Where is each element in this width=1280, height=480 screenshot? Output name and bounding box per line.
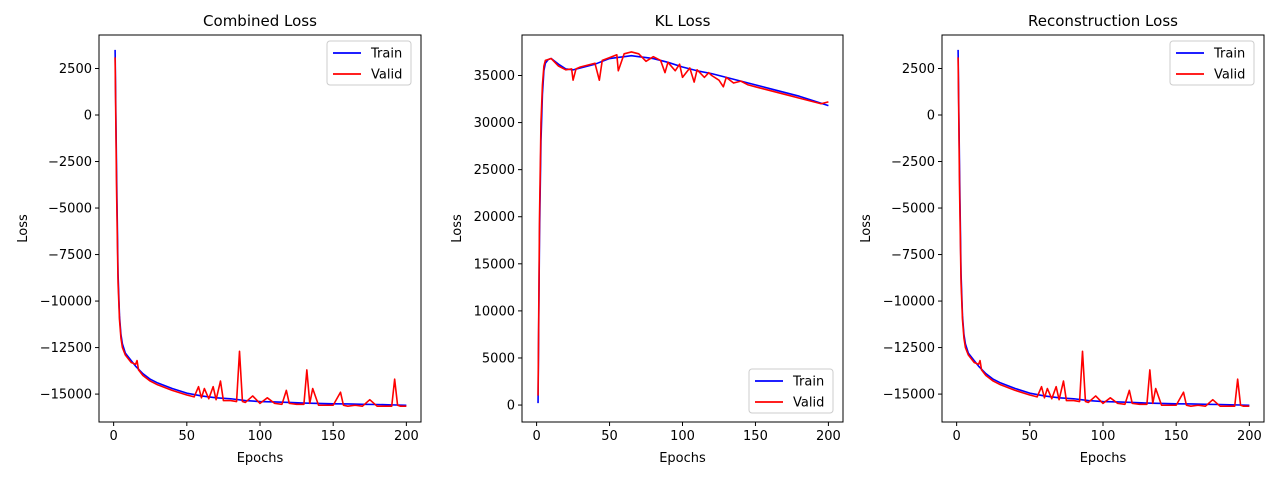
- x-tick-label: 100: [248, 429, 273, 444]
- y-tick-label: −7500: [48, 248, 92, 263]
- axis-ticks: 0 50 100 150 200 2500 0 −2500 −5000 −7500 −10000 −1…: [883, 62, 1262, 444]
- legend-label-train: Train: [370, 47, 402, 62]
- legend-label-train: Train: [792, 375, 824, 390]
- series-line-valid: [537, 51, 829, 396]
- series-line-valid: [114, 57, 407, 407]
- x-axis-label: Epochs: [1080, 451, 1127, 466]
- reconstruction-loss-panel: Reconstruction Loss Epochs Loss 0 50 100 15…: [859, 12, 1265, 466]
- y-tick-label: −5000: [48, 202, 92, 217]
- legend-label-valid: Valid: [371, 68, 402, 83]
- legend-label-valid: Valid: [793, 396, 824, 411]
- kl-loss-panel: KL Loss Epochs Loss 0 50 100 150 200 0 5000 100…: [450, 12, 844, 466]
- x-tick-label: 150: [321, 429, 346, 444]
- y-tick-label: −10000: [40, 295, 92, 310]
- legend: Train Valid: [748, 368, 834, 414]
- y-tick-label: −2500: [891, 155, 935, 170]
- y-tick-label: −12500: [40, 341, 92, 356]
- x-axis-label: Epochs: [659, 451, 706, 466]
- x-tick-label: 50: [601, 429, 618, 444]
- y-tick-label: −15000: [883, 388, 935, 403]
- x-tick-label: 50: [179, 429, 196, 444]
- y-tick-label: 0: [507, 399, 515, 414]
- y-tick-label: 20000: [474, 210, 515, 225]
- y-tick-label: −12500: [883, 341, 935, 356]
- chart-title: KL Loss: [655, 12, 711, 30]
- axis-ticks: 0 50 100 150 200 0 5000 10000 15000 20000 25000 300…: [474, 69, 841, 444]
- x-tick-label: 0: [109, 429, 117, 444]
- series-line-valid: [957, 57, 1250, 407]
- y-tick-label: 25000: [474, 163, 515, 178]
- x-tick-label: 100: [670, 429, 695, 444]
- legend-label-train: Train: [1213, 47, 1245, 62]
- series-lines: [957, 49, 1250, 407]
- y-axis-label: Loss: [16, 214, 31, 243]
- x-tick-label: 100: [1091, 429, 1116, 444]
- axis-ticks: 0 50 100 150 200 2500 0 −2500 −5000 −7500 −10000 −1…: [40, 62, 419, 444]
- combined-loss-panel: Combined Loss Epochs Loss 0 50 100 150 200 25…: [16, 12, 422, 466]
- y-tick-label: 10000: [474, 304, 515, 319]
- y-tick-label: −5000: [891, 202, 935, 217]
- y-tick-label: 0: [84, 109, 92, 124]
- legend: Train Valid: [1169, 40, 1255, 86]
- x-tick-label: 200: [1237, 429, 1262, 444]
- chart-title: Combined Loss: [203, 12, 317, 30]
- legend-label-valid: Valid: [1214, 68, 1245, 83]
- y-tick-label: 15000: [474, 257, 515, 272]
- y-axis-label: Loss: [450, 214, 465, 243]
- y-tick-label: 5000: [482, 351, 515, 366]
- y-tick-label: −10000: [883, 295, 935, 310]
- y-tick-label: −7500: [891, 248, 935, 263]
- y-tick-label: 35000: [474, 69, 515, 84]
- x-tick-label: 150: [1164, 429, 1189, 444]
- y-tick-label: 2500: [59, 62, 92, 77]
- x-axis-label: Epochs: [237, 451, 284, 466]
- legend: Train Valid: [326, 40, 412, 86]
- y-tick-label: 2500: [902, 62, 935, 77]
- x-tick-label: 150: [743, 429, 768, 444]
- y-tick-label: −15000: [40, 388, 92, 403]
- y-tick-label: 0: [927, 109, 935, 124]
- plot-area: [521, 34, 844, 423]
- y-axis-label: Loss: [859, 214, 874, 243]
- y-tick-label: −2500: [48, 155, 92, 170]
- series-lines: [537, 51, 829, 404]
- x-tick-label: 200: [816, 429, 841, 444]
- x-tick-label: 0: [532, 429, 540, 444]
- series-line-train: [537, 54, 829, 404]
- y-tick-label: 30000: [474, 116, 515, 131]
- series-lines: [114, 49, 407, 407]
- plot-area: [98, 34, 422, 423]
- chart-title: Reconstruction Loss: [1028, 12, 1178, 30]
- plot-area: [941, 34, 1265, 423]
- x-tick-label: 50: [1022, 429, 1039, 444]
- x-tick-label: 200: [394, 429, 419, 444]
- x-tick-label: 0: [952, 429, 960, 444]
